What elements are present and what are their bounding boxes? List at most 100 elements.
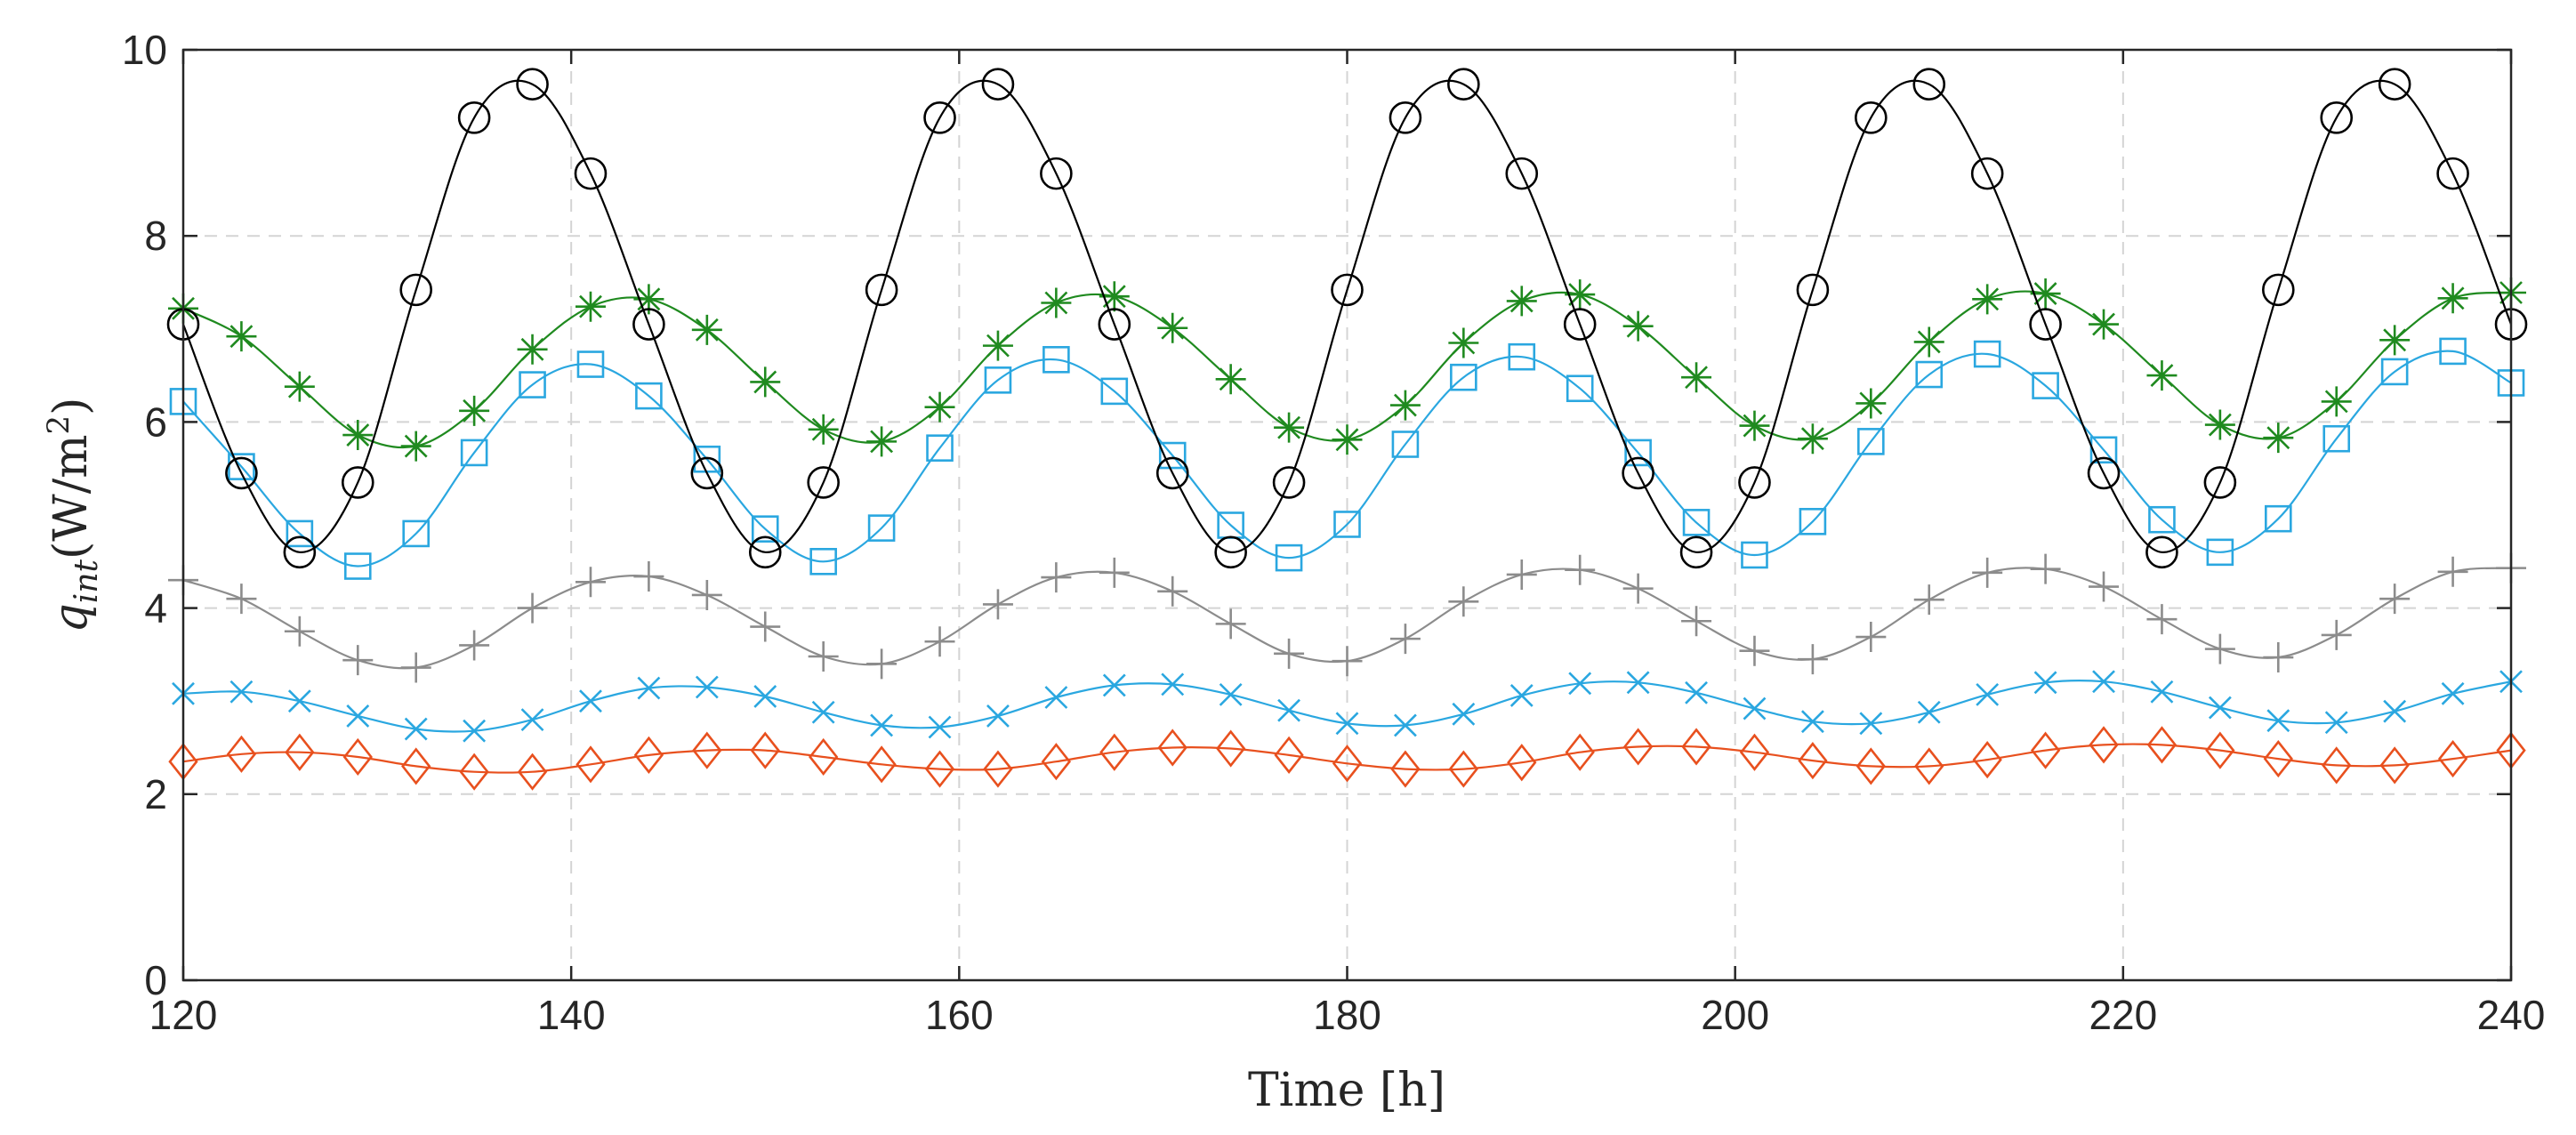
series-green-asterisk-marker-5	[459, 395, 490, 426]
series-blue-square-marker-15	[1042, 346, 1070, 374]
series-red-diamond-marker-17	[1157, 728, 1187, 767]
series-gray-plus-marker-19	[1274, 638, 1305, 669]
series-green-asterisk-marker-8	[633, 284, 664, 315]
series-gray-plus-marker-22	[1448, 586, 1479, 617]
series-blue-x-marker-37	[2324, 711, 2348, 735]
series-black-circle-marker-29	[1855, 101, 1888, 134]
series-gray-plus-marker-23	[1506, 559, 1537, 590]
series-green-asterisk-marker-20	[1332, 424, 1363, 455]
series-green-asterisk-marker-21	[1389, 390, 1421, 421]
series-black-circle-marker-21	[1389, 101, 1422, 134]
series-green-asterisk-marker-32	[2030, 278, 2061, 310]
series-blue-x-marker-6	[520, 708, 544, 732]
series-blue-x-marker-15	[1044, 686, 1068, 709]
series-blue-x-marker-11	[811, 700, 835, 724]
series-blue-x-marker-16	[1102, 673, 1126, 697]
series-red-diamond	[168, 726, 2526, 791]
x-tick-label-200: 200	[1701, 992, 1769, 1038]
series-gray-plus-marker-36	[2263, 642, 2294, 673]
series-blue-x-marker-10	[753, 685, 777, 708]
series-green-asterisk-marker-26	[1681, 362, 1712, 393]
series-blue-square-marker-22	[1450, 363, 1477, 391]
series-gray-plus-marker-16	[1099, 557, 1130, 588]
series-blue-x-marker-7	[579, 689, 602, 713]
series-green-asterisk-marker-2	[284, 371, 315, 402]
series-red-diamond-marker-11	[809, 737, 839, 777]
series-red-diamond-marker-21	[1390, 750, 1421, 788]
series-gray-plus-marker-28	[1797, 644, 1828, 675]
series-black-circle-marker-2	[283, 535, 317, 569]
series-black-circle-line	[181, 79, 2513, 553]
series-blue-square-marker-11	[809, 547, 837, 576]
series-gray-plus-marker-24	[1565, 554, 1596, 585]
series-gray-plus-marker-26	[1681, 606, 1712, 637]
series-red-diamond-marker-33	[2089, 726, 2119, 764]
series-blue-x-marker-1	[229, 680, 254, 704]
series-black-circle	[166, 68, 2528, 569]
series-green-asterisk-marker-37	[2321, 386, 2352, 417]
series-blue-x-marker-25	[1626, 671, 1650, 695]
series-blue-square-marker-29	[1857, 428, 1885, 455]
series-gray-plus-marker-18	[1215, 608, 1246, 640]
series-blue-square-marker-25	[1624, 439, 1652, 467]
series-blue-square-marker-27	[1741, 541, 1768, 569]
series-gray-plus-marker-5	[459, 630, 490, 661]
y-tick-label-10: 10	[122, 27, 167, 73]
series-black-circle-marker-6	[516, 68, 549, 101]
x-tick-label-140: 140	[537, 992, 606, 1038]
series-green-asterisk-marker-19	[1274, 412, 1305, 443]
series-red-diamond-marker-10	[750, 731, 780, 769]
series-green-asterisk-marker-13	[924, 391, 955, 423]
series-blue-square-marker-26	[1682, 509, 1711, 536]
series-green-asterisk-marker-30	[1913, 326, 1944, 358]
series-blue-x-marker-21	[1394, 713, 1417, 737]
series-blue-x-marker-13	[928, 715, 952, 739]
series-blue-square-marker-39	[2439, 337, 2467, 366]
series-gray-plus-marker-35	[2204, 633, 2235, 664]
series-red-diamond-marker-39	[2437, 739, 2468, 778]
series-black-circle-marker-36	[2262, 273, 2295, 307]
series-black-circle-marker-14	[981, 68, 1015, 101]
series-black-circle-marker-35	[2203, 466, 2237, 499]
series-blue-x-marker-5	[463, 719, 487, 743]
series-blue-square-marker-34	[2148, 505, 2176, 534]
series-green-asterisk-marker-34	[2146, 360, 2178, 391]
series-gray-plus-marker-2	[284, 616, 315, 647]
series-gray-plus-marker-12	[866, 648, 898, 680]
y-tick-label-8: 8	[144, 213, 167, 259]
series-black-circle-marker-10	[748, 535, 782, 569]
series-blue-square-marker-35	[2206, 538, 2234, 567]
series-red-diamond-marker-20	[1332, 745, 1363, 783]
series-blue-square-marker-7	[576, 350, 605, 378]
series-gray-plus-marker-20	[1332, 646, 1363, 677]
series-blue-x-marker-35	[2208, 696, 2232, 720]
series-gray-plus-marker-3	[342, 645, 374, 676]
series-blue-x-marker-28	[1800, 710, 1824, 734]
series-blue-x-marker-14	[986, 704, 1010, 728]
series-blue-square-marker-31	[1973, 340, 2001, 368]
series-gray-plus-marker-32	[2030, 553, 2061, 584]
series-green-asterisk-marker-3	[342, 420, 374, 451]
series-blue-square-marker-36	[2265, 504, 2292, 533]
series-green-asterisk-marker-10	[750, 366, 781, 398]
series-green-asterisk-marker-4	[400, 431, 431, 462]
series-blue-square-marker-24	[1566, 374, 1594, 403]
series-red-diamond-marker-22	[1448, 750, 1479, 788]
series-black-circle-marker-28	[1796, 273, 1830, 307]
series-green-asterisk-marker-33	[2089, 309, 2120, 340]
series-black-circle-marker-18	[1214, 535, 1247, 569]
series-blue-x-marker-17	[1161, 672, 1185, 696]
series-black-circle-marker-38	[2378, 68, 2411, 101]
series-red-diamond-line	[182, 743, 2512, 774]
series-red-diamond-marker-29	[1856, 747, 1886, 785]
series-green-asterisk-marker-38	[2379, 325, 2411, 356]
series-black-circle-marker-8	[632, 308, 665, 341]
series-blue-x-marker-9	[695, 675, 719, 699]
y-axis-label-subscript: int	[68, 559, 105, 603]
series-green-asterisk-marker-7	[575, 291, 606, 322]
series-green-asterisk-marker-15	[1041, 287, 1072, 318]
series-red-diamond-marker-38	[2379, 746, 2410, 785]
x-tick-label-220: 220	[2089, 992, 2157, 1038]
series-red-diamond-marker-28	[1798, 742, 1828, 780]
series-black-circle-marker-33	[2087, 456, 2121, 490]
